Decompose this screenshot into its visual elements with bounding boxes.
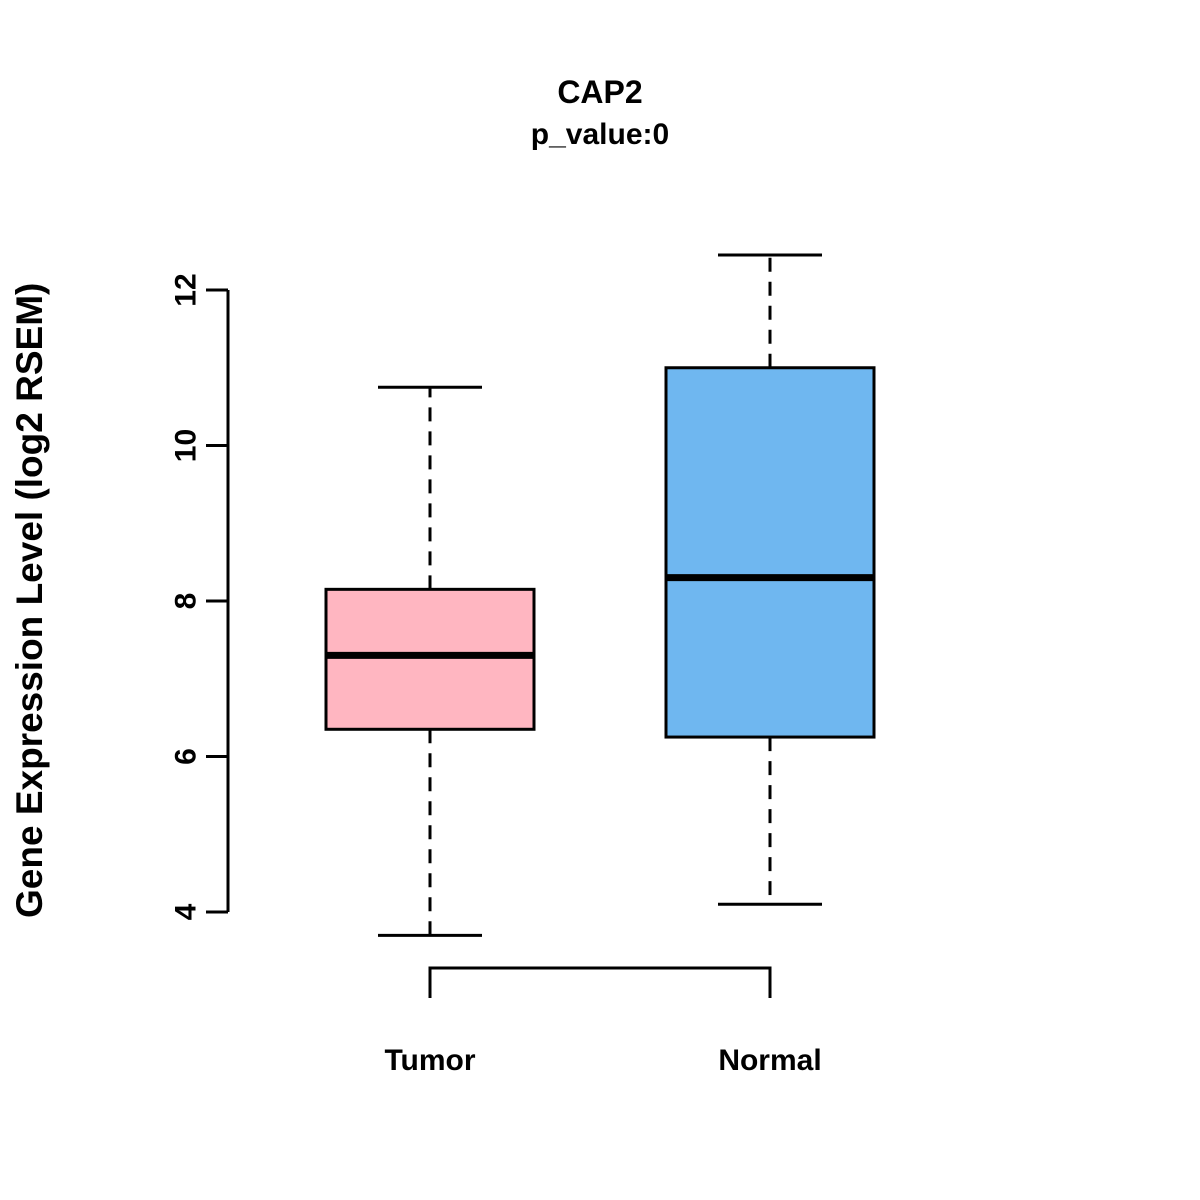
box-rect: [664, 366, 876, 739]
category-label-normal: Normal: [718, 1044, 821, 1077]
box-normal: [664, 253, 876, 906]
y-axis-tick-label: 6: [170, 748, 203, 765]
y-axis-tick-label: 12: [170, 273, 203, 306]
p-value-label: p_value:0: [530, 118, 670, 151]
y-axis-tick-label: 4: [170, 903, 203, 920]
category-label-tumor: Tumor: [384, 1044, 475, 1077]
comparison-bracket: [428, 966, 772, 998]
chart-title: CAP2: [557, 74, 643, 110]
y-axis-tick-label: 10: [170, 429, 203, 462]
box-rect: [324, 587, 536, 731]
y-axis-tick-label: 8: [170, 593, 203, 610]
box-tumor: [324, 385, 536, 937]
